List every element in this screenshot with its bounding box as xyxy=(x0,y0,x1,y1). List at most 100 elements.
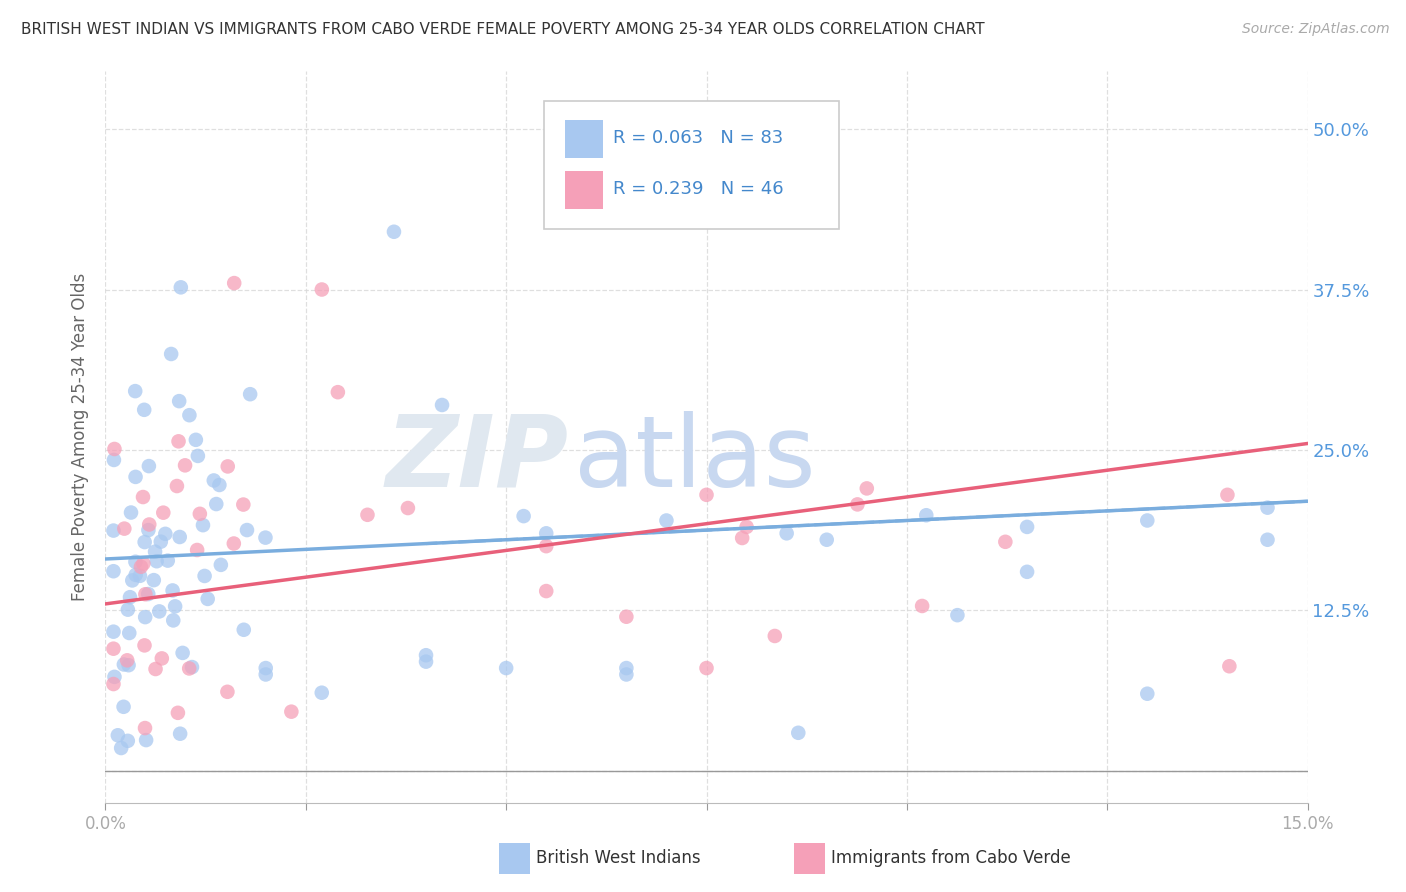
Point xyxy=(186,543,208,558)
Point xyxy=(915,508,938,523)
Text: R = 0.239   N = 46: R = 0.239 N = 46 xyxy=(613,180,783,198)
Point xyxy=(254,661,277,675)
Point xyxy=(655,514,678,528)
Point xyxy=(112,699,135,714)
Point xyxy=(117,658,139,673)
Point xyxy=(125,567,148,582)
FancyBboxPatch shape xyxy=(544,101,839,228)
Point xyxy=(855,482,877,496)
Point xyxy=(132,490,155,504)
Point xyxy=(110,741,132,756)
Point xyxy=(763,629,786,643)
Point xyxy=(143,544,166,558)
Point xyxy=(1257,533,1279,547)
Point xyxy=(232,623,254,637)
Point xyxy=(117,602,139,616)
Point xyxy=(179,408,201,422)
Point xyxy=(174,458,197,473)
Point xyxy=(167,706,190,720)
Point xyxy=(787,726,810,740)
Point xyxy=(731,531,754,545)
Point xyxy=(184,433,207,447)
Point xyxy=(103,524,125,538)
Point xyxy=(202,474,225,488)
Point xyxy=(846,497,869,511)
Point xyxy=(616,667,638,681)
Text: BRITISH WEST INDIAN VS IMMIGRANTS FROM CABO VERDE FEMALE POVERTY AMONG 25-34 YEA: BRITISH WEST INDIAN VS IMMIGRANTS FROM C… xyxy=(21,22,984,37)
Point xyxy=(208,478,231,492)
Point xyxy=(994,534,1017,549)
Point xyxy=(165,599,187,614)
Point xyxy=(1017,565,1039,579)
Text: Immigrants from Cabo Verde: Immigrants from Cabo Verde xyxy=(831,849,1071,867)
Point xyxy=(155,526,177,541)
Point xyxy=(170,280,193,294)
Point xyxy=(149,534,172,549)
Point xyxy=(103,670,125,684)
Point xyxy=(167,434,190,449)
Y-axis label: Female Poverty Among 25-34 Year Olds: Female Poverty Among 25-34 Year Olds xyxy=(72,273,90,601)
Point xyxy=(534,584,557,599)
Point xyxy=(103,442,125,456)
Point xyxy=(162,583,184,598)
Point xyxy=(280,705,302,719)
Point xyxy=(197,591,219,606)
Point xyxy=(815,533,838,547)
Point xyxy=(134,610,156,624)
Point xyxy=(134,535,156,549)
Point xyxy=(118,626,141,640)
Point xyxy=(232,498,254,512)
Point xyxy=(396,501,419,516)
Point xyxy=(121,574,143,588)
Point xyxy=(132,557,155,571)
Point xyxy=(120,506,142,520)
Point xyxy=(134,587,156,601)
Point xyxy=(616,661,638,675)
Point xyxy=(616,609,638,624)
Point xyxy=(145,662,167,676)
Point xyxy=(124,555,146,569)
Point xyxy=(103,641,125,656)
Point xyxy=(217,685,239,699)
Point xyxy=(152,506,174,520)
Point xyxy=(735,520,758,534)
Point xyxy=(696,488,718,502)
Text: atlas: atlas xyxy=(574,410,815,508)
Point xyxy=(512,509,534,524)
Point xyxy=(239,387,262,401)
Point xyxy=(311,283,333,297)
Point xyxy=(134,639,156,653)
Text: British West Indians: British West Indians xyxy=(536,849,700,867)
Point xyxy=(169,530,191,544)
Point xyxy=(911,599,934,613)
Point xyxy=(179,661,201,675)
Point xyxy=(534,526,557,541)
Point xyxy=(124,470,146,484)
Point xyxy=(135,733,157,747)
Point xyxy=(415,648,437,663)
Point xyxy=(534,539,557,553)
Point xyxy=(138,523,160,537)
Point xyxy=(145,554,167,568)
Point xyxy=(136,587,159,601)
Point xyxy=(415,655,437,669)
Point xyxy=(138,459,160,474)
Point xyxy=(1017,520,1039,534)
Point xyxy=(776,526,799,541)
Text: Source: ZipAtlas.com: Source: ZipAtlas.com xyxy=(1241,22,1389,37)
Point xyxy=(236,523,259,537)
Point xyxy=(356,508,378,522)
Point xyxy=(103,624,125,639)
Point xyxy=(129,559,152,574)
Point xyxy=(209,558,232,572)
Point xyxy=(946,608,969,623)
Point xyxy=(1257,500,1279,515)
Point xyxy=(107,728,129,742)
Point xyxy=(103,453,125,467)
Point xyxy=(138,517,160,532)
Point xyxy=(254,531,277,545)
Point xyxy=(222,536,245,550)
Point xyxy=(117,734,139,748)
Point xyxy=(142,573,165,587)
Point xyxy=(1136,687,1159,701)
